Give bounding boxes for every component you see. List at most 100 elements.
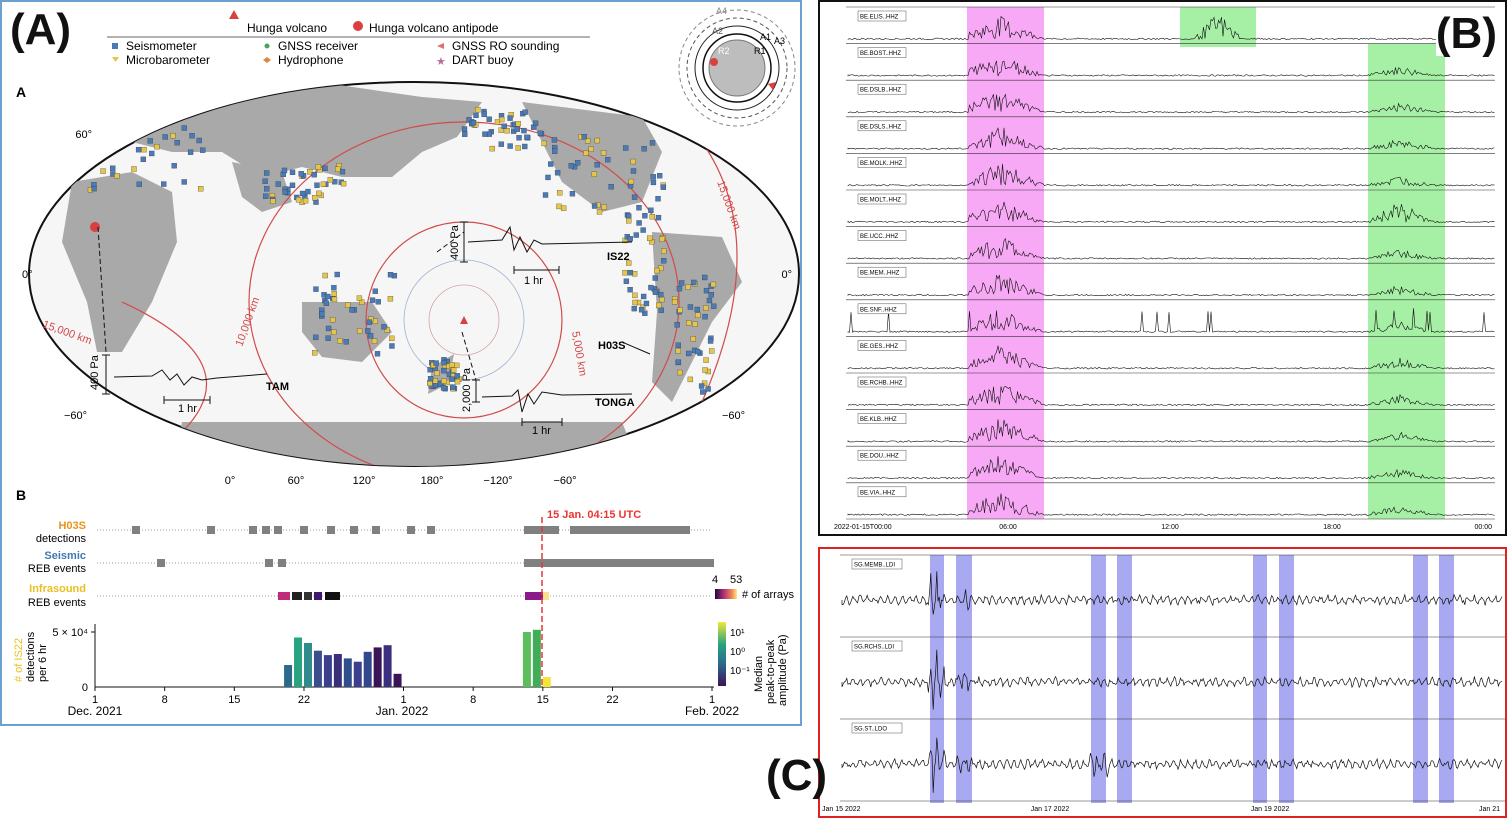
panel-a: (A) Hunga volcano Hunga volcano antipode… bbox=[0, 0, 802, 726]
panel-c-figure: SG.MEMB..LDI SG.RCHS..LDI SG.ST..LDO Jan 1… bbox=[822, 554, 1505, 813]
seismic-trace bbox=[847, 60, 1495, 77]
tonga-label: TONGA bbox=[595, 397, 635, 409]
panel-a-figure: Hunga volcano Hunga volcano antipode Sei… bbox=[13, 6, 800, 718]
ring-label-a3: A3 bbox=[774, 36, 785, 46]
ylabel-line3: per 6 hr bbox=[37, 644, 49, 682]
bar bbox=[333, 654, 342, 687]
seismic-trace bbox=[847, 345, 1495, 370]
panel-b-figure: BE.ELIS..HHZ BE.BOST..HHZ BE.DSLB..HHZ BE.D… bbox=[834, 6, 1495, 531]
row-infrasound-title: Infrasound bbox=[29, 583, 86, 595]
seismic-trace bbox=[847, 127, 1495, 150]
seismic-trace bbox=[847, 274, 1495, 297]
ytick-zero: 0 bbox=[82, 682, 88, 694]
legend: Hunga volcano Hunga volcano antipode Sei… bbox=[107, 10, 590, 68]
subpanel-b-label: B bbox=[16, 487, 26, 503]
station-label: BE.KLB..HHZ bbox=[860, 417, 897, 423]
is22-label: IS22 bbox=[607, 251, 630, 263]
bar bbox=[363, 651, 372, 687]
gnss-ro-icon bbox=[437, 43, 444, 49]
legend-seismometer: Seismometer bbox=[126, 39, 197, 53]
is22-time: 1 hr bbox=[524, 275, 543, 287]
ring-diagram: A4 A3 A2 A1 R2 R1 bbox=[678, 6, 796, 127]
x-tick-label: 12:00 bbox=[1161, 524, 1179, 531]
seismic-trace bbox=[847, 456, 1495, 480]
station-label: BE.ELIS..HHZ bbox=[860, 15, 899, 21]
x-tick-label: 1 bbox=[400, 694, 406, 706]
tam-scale: 400 Pa bbox=[89, 354, 101, 390]
legend-gnss-ro: GNSS RO sounding bbox=[452, 39, 559, 53]
gnss-icon bbox=[264, 43, 270, 49]
ylabel-line1: # of IS22 bbox=[13, 638, 25, 682]
hydrophone-icon bbox=[263, 57, 271, 63]
legend-volcano: Hunga volcano bbox=[247, 21, 327, 35]
lat-minus60-right: −60° bbox=[722, 410, 745, 422]
station-label: BE.DSLB..HHZ bbox=[860, 88, 901, 94]
panel-c-label: (C) bbox=[766, 751, 828, 800]
panel-b: BE.ELIS..HHZ BE.BOST..HHZ BE.DSLB..HHZ BE.D… bbox=[818, 0, 1507, 536]
colorbar1-min: 4 bbox=[712, 574, 718, 586]
colorbar1-max: 53 bbox=[730, 574, 742, 586]
lon-label: 60° bbox=[288, 475, 305, 487]
lon-label: 120° bbox=[353, 475, 376, 487]
bar bbox=[313, 650, 322, 687]
station-label: BE.DSLS..HHZ bbox=[860, 124, 901, 130]
month-dec: Dec. 2021 bbox=[68, 704, 123, 718]
x-tick-label: 1 bbox=[709, 694, 715, 706]
colorbar-arrays bbox=[715, 589, 737, 599]
ytick-max: 5 × 10⁴ bbox=[52, 627, 88, 639]
station-label: SG.RCHS..LDI bbox=[854, 645, 894, 651]
legend-microbarometer: Microbarometer bbox=[126, 53, 210, 67]
station-label: BE.MOLT..HHZ bbox=[860, 198, 901, 204]
antipode-marker-icon bbox=[90, 222, 100, 232]
x-tick-label: Jan 21 bbox=[1479, 806, 1500, 813]
x-tick-label: 2022-01-15T00:00 bbox=[834, 524, 892, 531]
tonga-time: 1 hr bbox=[532, 425, 551, 437]
event-label: 15 Jan. 04:15 UTC bbox=[547, 509, 641, 521]
station-label: BE.GES..HHZ bbox=[860, 344, 898, 350]
x-tick-label: Jan 15 2022 bbox=[822, 806, 861, 813]
seismometer-icon bbox=[112, 43, 118, 49]
bar bbox=[284, 665, 293, 687]
cb2-label-3: amplitude (Pa) bbox=[777, 634, 789, 706]
bar bbox=[353, 661, 362, 687]
is22-scale: 400 Pa bbox=[449, 224, 461, 260]
month-jan: Jan. 2022 bbox=[376, 704, 429, 718]
bar bbox=[343, 658, 352, 687]
row-infrasound-sub: REB events bbox=[28, 597, 87, 609]
tam-label: TAM bbox=[266, 381, 289, 393]
x-tick-label: 18:00 bbox=[1323, 524, 1341, 531]
world-map: 60° 0° 0° −60° −60° 0° 60° 120° 180° −12… bbox=[22, 81, 800, 487]
x-tick-label: 15 bbox=[228, 694, 240, 706]
lon-label: −120° bbox=[483, 475, 512, 487]
station-label: BE.BOST..HHZ bbox=[860, 51, 901, 57]
row-seismic-title: Seismic bbox=[44, 550, 86, 562]
x-tick-label: 15 bbox=[537, 694, 549, 706]
cb2-tick0: 10¹ bbox=[730, 628, 745, 639]
subpanel-a-label: A bbox=[16, 84, 26, 100]
station-label: BE.UCC..HHZ bbox=[860, 234, 899, 240]
seismic-trace bbox=[847, 15, 1495, 41]
seismic-trace bbox=[847, 237, 1495, 260]
panel-b-label: (B) bbox=[1435, 9, 1497, 58]
microbarometer-icon bbox=[112, 57, 119, 62]
bar bbox=[323, 655, 332, 687]
x-tick-label: 8 bbox=[470, 694, 476, 706]
ring-label-r1: R1 bbox=[754, 46, 766, 56]
seismic-trace bbox=[847, 419, 1495, 443]
bar bbox=[542, 677, 551, 687]
lat-0-left: 0° bbox=[22, 269, 33, 281]
tilt-trace bbox=[841, 571, 1503, 615]
lon-label: 180° bbox=[421, 475, 444, 487]
month-feb: Feb. 2022 bbox=[685, 704, 739, 718]
tonga-scale: 2,000 Pa bbox=[461, 367, 473, 412]
station-label: SG.ST..LDO bbox=[854, 727, 887, 733]
lat-minus60-left: −60° bbox=[64, 410, 87, 422]
colorbar1-label: # of arrays bbox=[742, 589, 794, 601]
legend-hydrophone: Hydrophone bbox=[278, 53, 344, 67]
ring-label-r2: R2 bbox=[718, 46, 730, 56]
bar bbox=[393, 673, 402, 687]
seismic-trace bbox=[847, 493, 1495, 516]
colorbar-amplitude bbox=[718, 622, 726, 686]
lon-label: −60° bbox=[553, 475, 576, 487]
h03s-label: H03S bbox=[598, 340, 626, 352]
